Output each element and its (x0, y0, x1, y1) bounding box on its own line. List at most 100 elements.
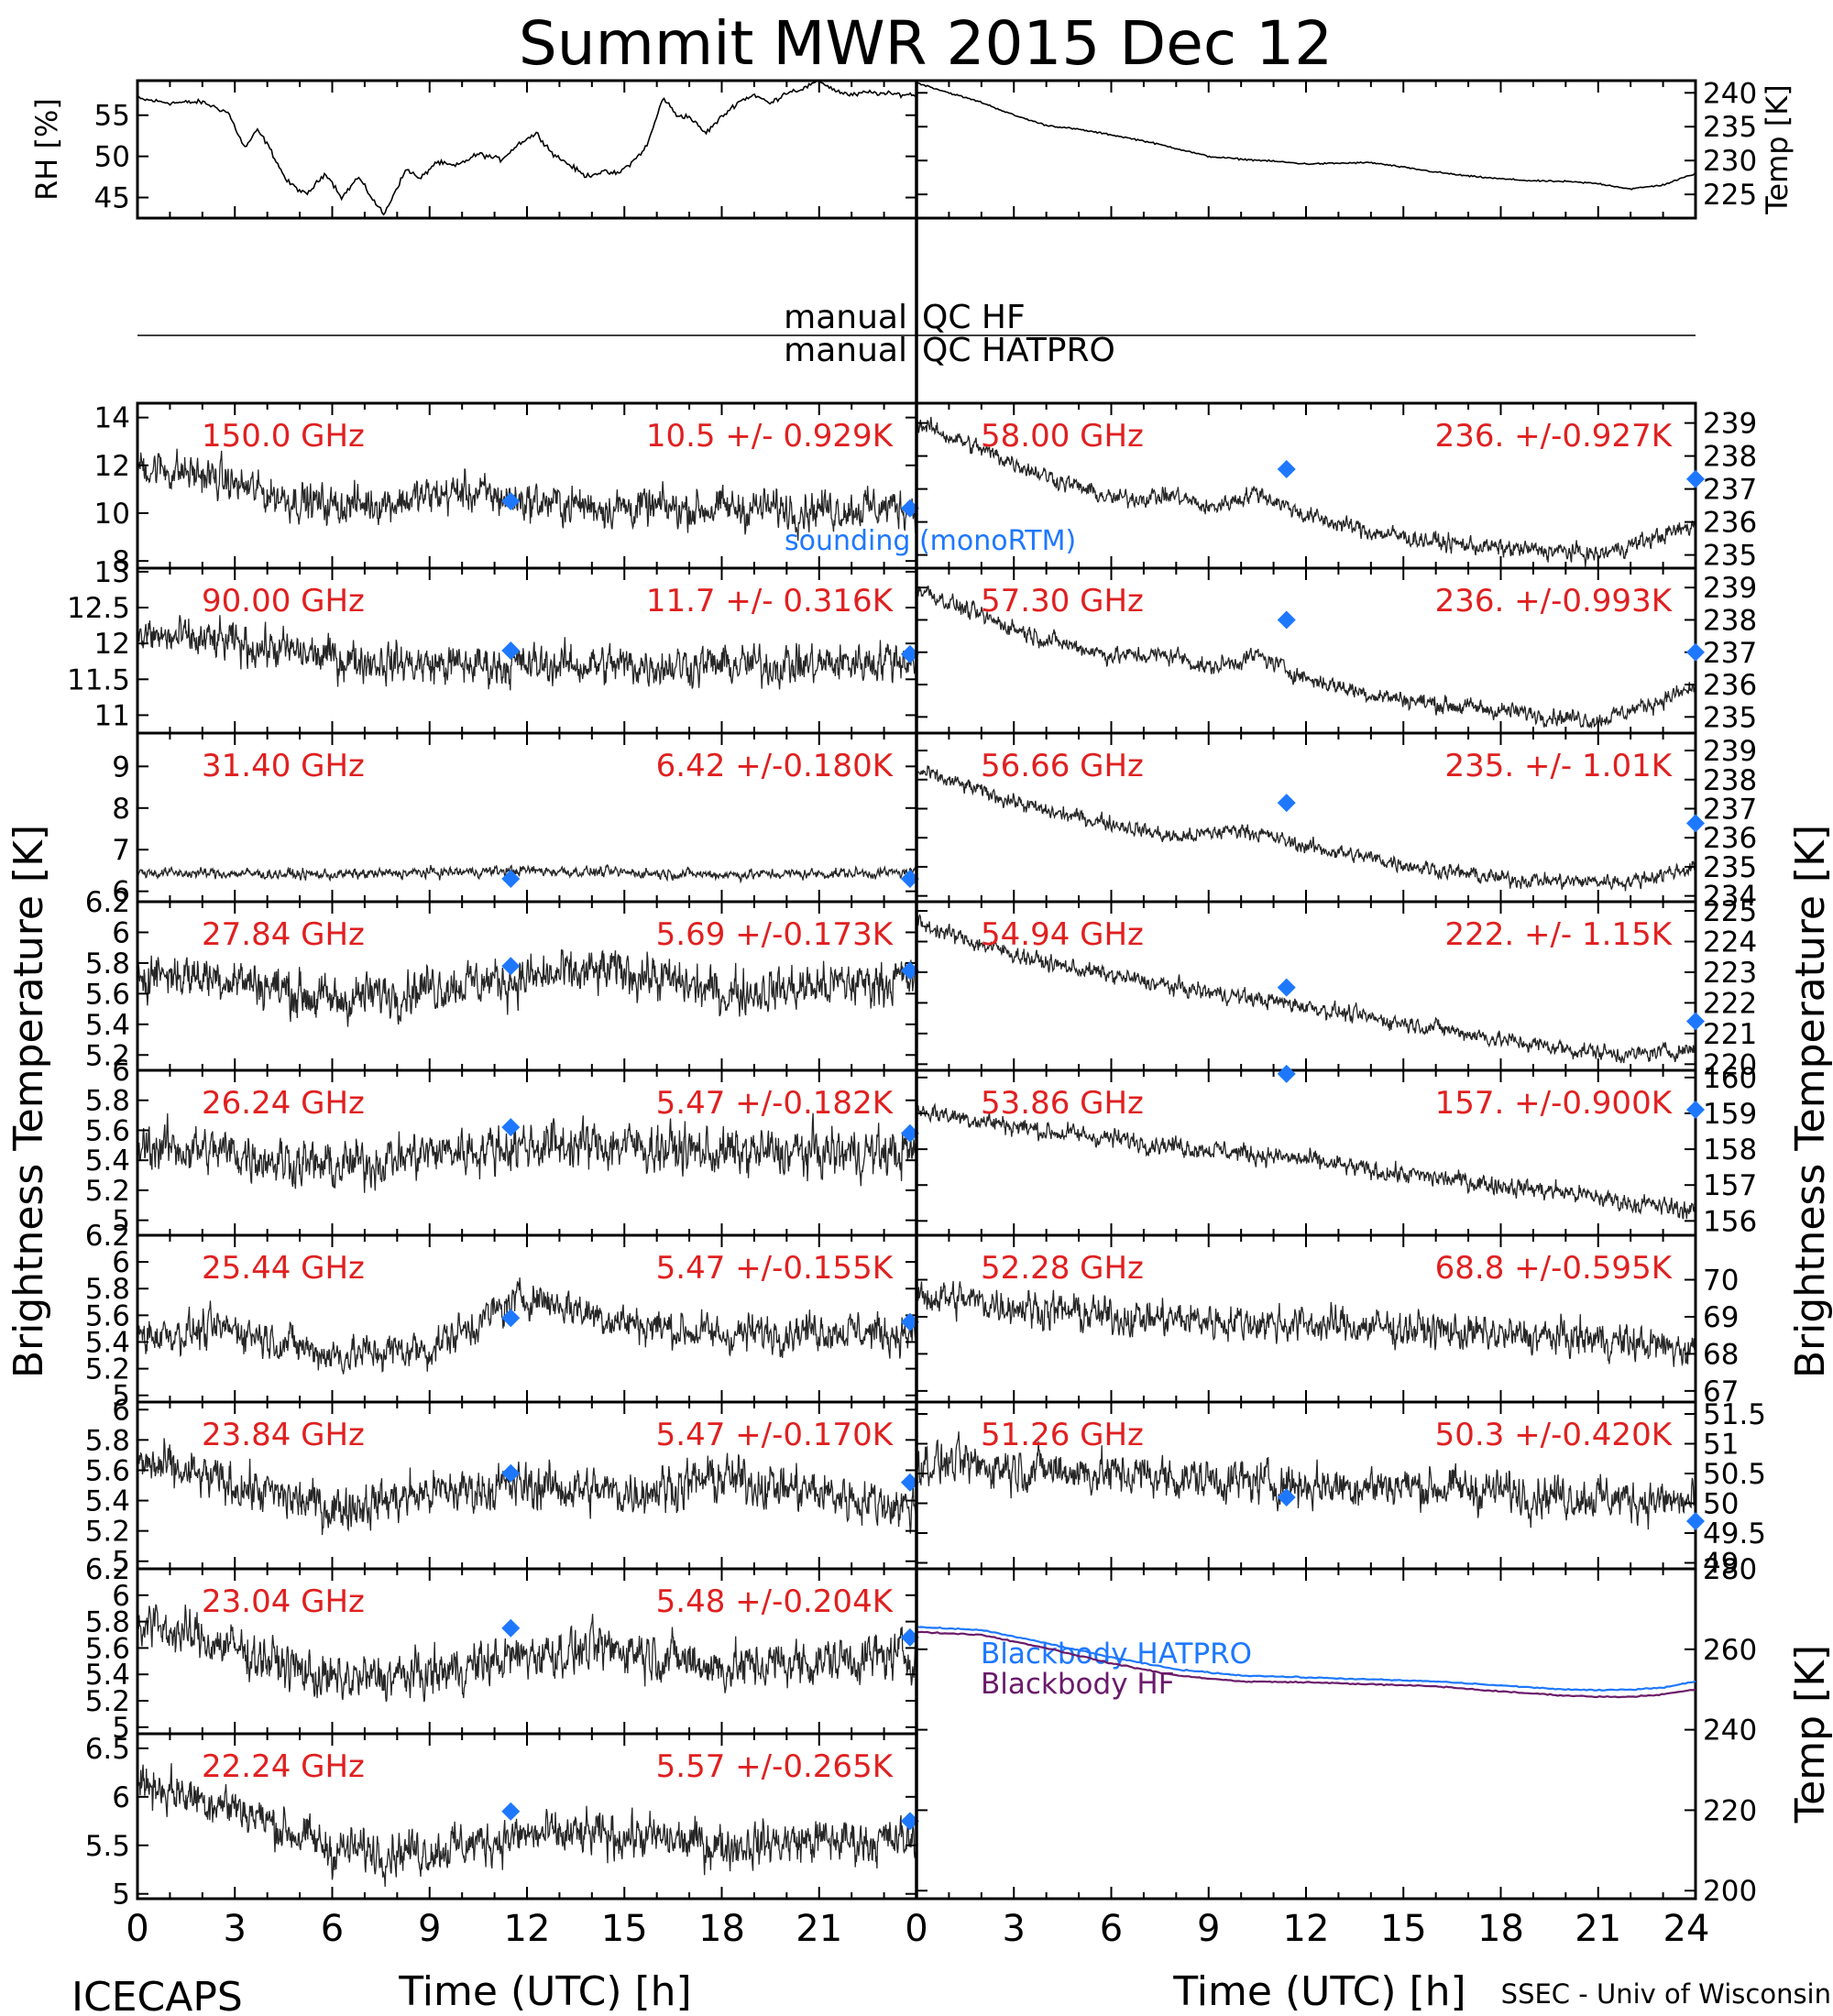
left-panel-1-sounding-marker (501, 641, 521, 660)
left-panel-0-frequency-label: 150.0 GHz (202, 418, 365, 455)
y-tick-label: 6 (112, 1394, 130, 1427)
left-panel-0-stats-label: 10.5 +/- 0.929K (646, 418, 895, 455)
temp-series-line (916, 82, 1696, 191)
right-panel-0-data-series (916, 416, 1696, 567)
x-tick-label-right: 6 (1100, 1908, 1123, 1950)
right-panel-1-sounding-marker (1686, 642, 1705, 662)
left-panel-2-stats-label: 6.42 +/-0.180K (656, 748, 895, 784)
right-panel-0-sounding-marker (1686, 469, 1705, 488)
right-panel-2-x-ticks (916, 733, 1696, 902)
y-tick-label: 6 (112, 1055, 130, 1088)
y-tick-label: 5 (112, 1879, 130, 1912)
y-tick-label: 13 (94, 556, 130, 589)
y-tick-label: 5.2 (85, 1516, 130, 1549)
y-tick-label: 225 (1703, 895, 1757, 928)
y-tick-label: 55 (94, 100, 130, 133)
right-panel-2-frequency-label: 56.66 GHz (981, 748, 1144, 784)
y-tick-label: 50 (94, 141, 130, 174)
left-panel-3-data-series (137, 949, 917, 1027)
left-panel-5-data-series (137, 1277, 917, 1375)
y-tick-label: 238 (1703, 441, 1757, 474)
right-panel-1-frequency-label: 57.30 GHz (981, 583, 1144, 619)
y-tick-label: 239 (1703, 735, 1757, 768)
x-tick-label-right: 3 (1003, 1908, 1026, 1950)
qc-hatpro-label: QC HATPRO (922, 332, 1115, 369)
rh-x-ticks (137, 81, 917, 218)
right-panel-1-stats-label: 236. +/-0.993K (1435, 583, 1674, 619)
y-tick-label: 12.5 (67, 592, 130, 625)
y-tick-label: 67 (1703, 1375, 1739, 1408)
right-panel-0-frequency-label: 58.00 GHz (981, 418, 1144, 455)
x-tick-label-right: 12 (1283, 1908, 1330, 1950)
y-tick-label: 5.2 (85, 1353, 130, 1386)
left-panel-5-stats-label: 5.47 +/-0.155K (656, 1250, 895, 1287)
y-tick-label: 5.6 (85, 1114, 130, 1147)
footer-left: ICECAPS (71, 1974, 243, 2016)
y-tick-label: 12 (94, 450, 130, 483)
y-tick-label: 6.2 (85, 1220, 130, 1253)
right-panel-6-data-series (916, 1431, 1696, 1530)
left-panel-3-y-ticks: 5.25.45.65.866.2 (85, 886, 916, 1072)
xlabel-right: Time (UTC) [h] (1172, 1968, 1465, 2015)
y-tick-label: 280 (1703, 1553, 1757, 1586)
right-panel-1-x-ticks (916, 568, 1696, 733)
y-tick-label: 234 (1703, 881, 1757, 914)
left-panel-6-frequency-label: 23.84 GHz (202, 1417, 365, 1453)
right-panel-4-sounding-marker (1277, 1064, 1296, 1083)
y-tick-label: 12 (94, 628, 130, 661)
y-tick-label: 235 (1703, 111, 1757, 144)
y-tick-label: 237 (1703, 637, 1757, 670)
left-panel-7-y-ticks: 55.25.45.65.866.2 (85, 1553, 916, 1745)
y-tick-label: 11 (94, 699, 130, 732)
left-panel-7-x-ticks (137, 1569, 917, 1734)
left-panel-8-sounding-marker (900, 1812, 919, 1831)
right-panel-6-sounding-marker (1686, 1512, 1705, 1530)
y-tick-label: 7 (112, 834, 130, 867)
left-panel-7-data-series (137, 1604, 917, 1703)
y-tick-label: 236 (1703, 669, 1757, 702)
y-tick-label: 235 (1703, 851, 1757, 884)
rh-ylabel: RH [%] (29, 98, 64, 201)
left-panel-0-sounding-marker (501, 491, 521, 510)
y-tick-label: 5.2 (85, 1175, 130, 1208)
y-tick-label: 5 (112, 1380, 130, 1413)
y-tick-label: 230 (1703, 145, 1757, 178)
left-panel-4-sounding-marker (501, 1118, 521, 1137)
y-tick-label: 51.5 (1703, 1398, 1766, 1431)
sounding-label: sounding (monoRTM) (785, 525, 1076, 557)
x-tick-label-right: 24 (1663, 1908, 1710, 1950)
left-panel-8-y-ticks: 5 5.5 6 6.5 (85, 1733, 916, 1912)
y-tick-label: 5.4 (85, 1659, 130, 1692)
left-panel-6-data-series (137, 1438, 917, 1536)
left-panel-1-stats-label: 11.7 +/- 0.316K (646, 583, 895, 619)
y-tick-label: 45 (94, 182, 130, 215)
left-panel-4-data-series (137, 1112, 917, 1193)
y-tick-label: 6 (112, 916, 130, 949)
y-tick-label: 157 (1703, 1169, 1757, 1202)
left-panel-0-sounding-marker (900, 499, 919, 518)
blackbody-y-ticks: 200 220 240 260 280 (916, 1553, 1757, 1908)
left-panel-3-stats-label: 5.69 +/-0.173K (656, 916, 895, 953)
left-panel-5-x-ticks (137, 1235, 917, 1402)
qc-hf-label: QC HF (922, 299, 1026, 336)
y-tick-label: 49 (1703, 1548, 1739, 1581)
y-tick-label: 5 (112, 1205, 130, 1238)
y-tick-label: 159 (1703, 1098, 1757, 1131)
left-panel-2-sounding-marker (501, 870, 521, 889)
right-panel-3-data-series (916, 914, 1696, 1064)
xlabel-left: Time (UTC) [h] (398, 1968, 691, 2015)
y-tick-label: 68 (1703, 1338, 1739, 1371)
y-tick-label: 5.8 (85, 1606, 130, 1639)
y-tick-label: 50.5 (1703, 1458, 1766, 1491)
x-tick-label-right: 9 (1197, 1908, 1220, 1950)
x-tick-label-left: 0 (126, 1908, 148, 1950)
right-panel-3-sounding-marker (1277, 978, 1296, 997)
y-tick-label: 236 (1703, 822, 1757, 855)
left-panel-8-data-series (137, 1763, 917, 1888)
y-tick-label: 5.8 (85, 948, 130, 981)
blackbody-ylabel: Temp [K] (1787, 1645, 1833, 1824)
